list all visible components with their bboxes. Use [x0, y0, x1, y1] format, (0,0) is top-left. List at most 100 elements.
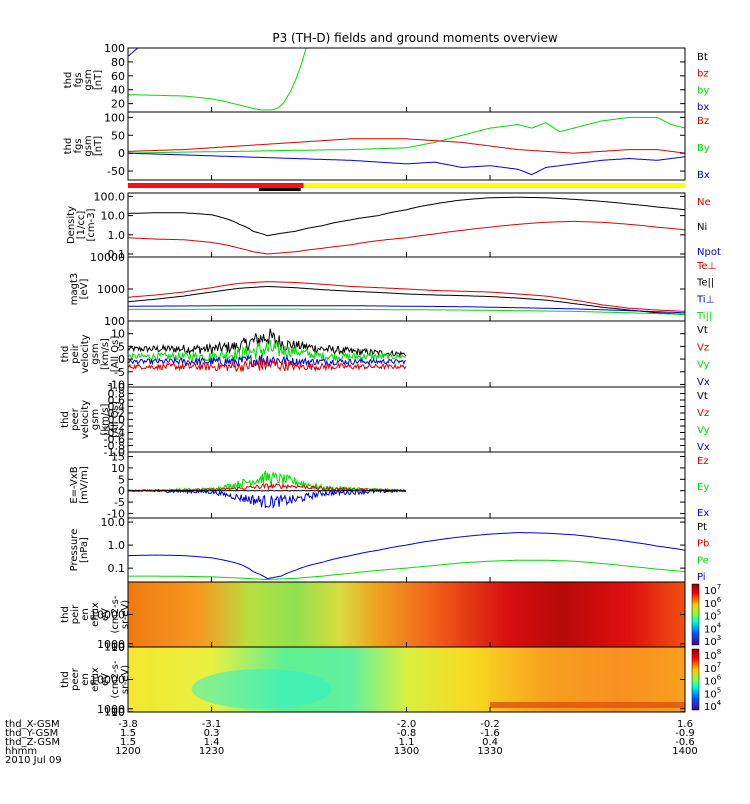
- ytick-label: 1.0: [108, 229, 126, 242]
- efield-frame: [128, 452, 685, 518]
- colorbar-exponent: 7: [717, 583, 721, 591]
- fgs_gsm-series-green: [128, 48, 306, 110]
- xaxis-value: 1400: [672, 746, 697, 757]
- ytick-label: 10000: [90, 251, 125, 264]
- colorbar-exponent: 8: [717, 648, 721, 656]
- peir_eflux-spectrogram: [128, 582, 685, 647]
- ytick-label: 0.1: [108, 562, 126, 575]
- legend-Vy: Vy: [697, 360, 710, 371]
- ytick-label: 10: [111, 706, 125, 719]
- peir_velocity-series-black: [128, 329, 406, 356]
- panel-density: 100.010.01.00.1Density[1/cc][cm-3]NeNiNp…: [66, 190, 721, 261]
- xaxis-value: 1330: [477, 746, 502, 757]
- colorbar-exponent: 3: [717, 634, 721, 642]
- ytick-label: 10.0: [101, 210, 126, 223]
- colorbar-label: 104: [704, 699, 722, 713]
- ylabel-line: [nT]: [93, 70, 104, 90]
- pressure-frame: [128, 518, 685, 582]
- legend-Pe: Pe: [697, 555, 709, 566]
- colorbar-exponent: 5: [717, 609, 721, 617]
- xaxis-value: 1200: [115, 746, 140, 757]
- ylabel-line: [nPa]: [79, 537, 90, 563]
- ytick-label: 1000: [97, 283, 125, 296]
- legend-Vz: Vz: [697, 342, 709, 353]
- ytick-label: 100: [104, 111, 125, 124]
- ytick-label: 0: [118, 147, 125, 160]
- ytick-label: -5: [114, 496, 125, 509]
- legend-Ex: Ex: [697, 508, 709, 519]
- temps-series-black: [128, 287, 685, 315]
- ytick-label: 60: [111, 70, 125, 83]
- colorbar-exponent: 7: [717, 661, 721, 669]
- fgs_gsm_B-frame: [128, 112, 685, 180]
- legend-Bt: Bt: [697, 52, 708, 63]
- efield-series-blue: [128, 490, 406, 508]
- ytick-label: 15: [111, 451, 125, 464]
- ytick-label: 5: [118, 473, 125, 486]
- xaxis-row-label: 2010 Jul 09: [5, 755, 62, 766]
- ylabel-line: [mV/m]: [79, 466, 90, 504]
- fgs_gsm_B-series-blue: [128, 153, 685, 174]
- panel-peer_velocity: 1.00.80.60.40.20.0-0.2-0.4-0.6-0.8-1.0th…: [60, 381, 710, 459]
- legend-Te||: Te||: [696, 278, 714, 289]
- legend-Vx: Vx: [697, 442, 710, 453]
- ytick-label: 0: [118, 485, 125, 498]
- legend-Ti||: Ti||: [696, 311, 712, 322]
- ylabel-line: [eV]: [79, 279, 90, 300]
- ytick-label: 10: [111, 462, 125, 475]
- colorbar-exponent: 6: [717, 596, 722, 604]
- ytick-label: 10.0: [101, 516, 126, 529]
- colorbar-exponent: 6: [717, 674, 722, 682]
- legend-Te⊥: Te⊥: [696, 261, 716, 272]
- legend-Pb: Pb: [697, 539, 709, 550]
- density-series-red: [128, 221, 685, 254]
- legend-Ey: Ey: [697, 482, 709, 493]
- ylabel-line: [All Qs]: [110, 401, 121, 438]
- ytick-label: 40: [111, 84, 125, 97]
- peer-eflux-band: [490, 702, 685, 708]
- fgs_gsm-frame: [128, 48, 685, 112]
- ytick-label: 100: [104, 315, 125, 328]
- ylabel-line: sr-eV): [120, 665, 131, 694]
- efield-series-green: [128, 471, 406, 492]
- xaxis-value: 1300: [394, 746, 419, 757]
- legend-By: By: [697, 143, 710, 154]
- ytick-label: 1.0: [108, 539, 126, 552]
- legend-Ne: Ne: [697, 197, 711, 208]
- fgs_gsm-series-blue: [128, 48, 138, 56]
- peir_eflux-colorbar: [692, 584, 699, 645]
- legend-bx: bx: [697, 102, 709, 113]
- legend-Vz: Vz: [697, 408, 709, 419]
- ytick-label: 50: [111, 129, 125, 142]
- peer_eflux-colorbar: [692, 649, 699, 710]
- ytick-label: 80: [111, 56, 125, 69]
- legend-Ez: Ez: [697, 456, 709, 467]
- ytick-label: -50: [107, 165, 125, 178]
- chart-title: P3 (TH-D) fields and ground moments over…: [272, 31, 557, 45]
- status-bar-red: [128, 183, 303, 188]
- legend-Ti⊥: Ti⊥: [696, 294, 714, 305]
- ylabel-line: [All Qs]: [110, 336, 121, 373]
- peer-eflux-core: [192, 669, 332, 709]
- legend-Ni: Ni: [697, 222, 707, 233]
- legend-Pt: Pt: [697, 522, 707, 533]
- legend-Vt: Vt: [697, 391, 708, 402]
- legend-by: by: [697, 85, 709, 96]
- status-bar-black: [259, 188, 301, 191]
- ylabel-line: [cm-3]: [86, 208, 97, 241]
- colorbar-label: 103: [704, 634, 721, 648]
- colorbar-exponent: 4: [717, 699, 722, 707]
- ylabel-line: sr-eV): [120, 600, 131, 629]
- fgs_gsm_B-series-red: [128, 139, 685, 153]
- legend-bz: bz: [697, 69, 709, 80]
- legend-Vt: Vt: [697, 325, 708, 336]
- ytick-label: 100: [104, 42, 125, 55]
- colorbar-exponent: 4: [717, 621, 722, 629]
